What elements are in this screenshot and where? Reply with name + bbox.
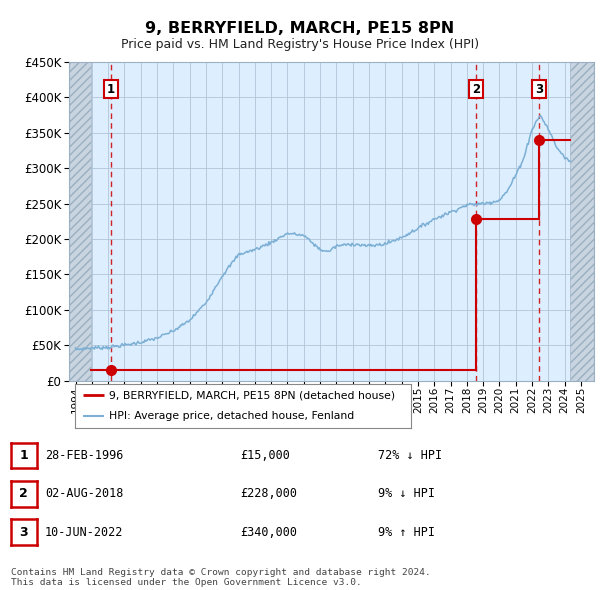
Text: 9% ↓ HPI: 9% ↓ HPI — [378, 487, 435, 500]
Text: 1: 1 — [107, 83, 115, 96]
Text: HPI: Average price, detached house, Fenland: HPI: Average price, detached house, Fenl… — [109, 411, 354, 421]
Text: Contains HM Land Registry data © Crown copyright and database right 2024.
This d: Contains HM Land Registry data © Crown c… — [11, 568, 431, 587]
Bar — [570, 62, 594, 381]
Text: 10-JUN-2022: 10-JUN-2022 — [45, 526, 124, 539]
Text: 3: 3 — [535, 83, 543, 96]
Text: 28-FEB-1996: 28-FEB-1996 — [45, 449, 124, 462]
Text: 2: 2 — [19, 487, 28, 500]
Text: £15,000: £15,000 — [240, 449, 290, 462]
Text: £340,000: £340,000 — [240, 526, 297, 539]
Text: 1: 1 — [19, 449, 28, 462]
Bar — [69, 62, 91, 381]
Text: 3: 3 — [19, 526, 28, 539]
Text: 9, BERRYFIELD, MARCH, PE15 8PN: 9, BERRYFIELD, MARCH, PE15 8PN — [145, 21, 455, 35]
Text: Price paid vs. HM Land Registry's House Price Index (HPI): Price paid vs. HM Land Registry's House … — [121, 38, 479, 51]
Text: 9, BERRYFIELD, MARCH, PE15 8PN (detached house): 9, BERRYFIELD, MARCH, PE15 8PN (detached… — [109, 390, 395, 400]
Text: 2: 2 — [472, 83, 481, 96]
Text: £228,000: £228,000 — [240, 487, 297, 500]
Text: 9% ↑ HPI: 9% ↑ HPI — [378, 526, 435, 539]
Text: 02-AUG-2018: 02-AUG-2018 — [45, 487, 124, 500]
Text: 72% ↓ HPI: 72% ↓ HPI — [378, 449, 442, 462]
